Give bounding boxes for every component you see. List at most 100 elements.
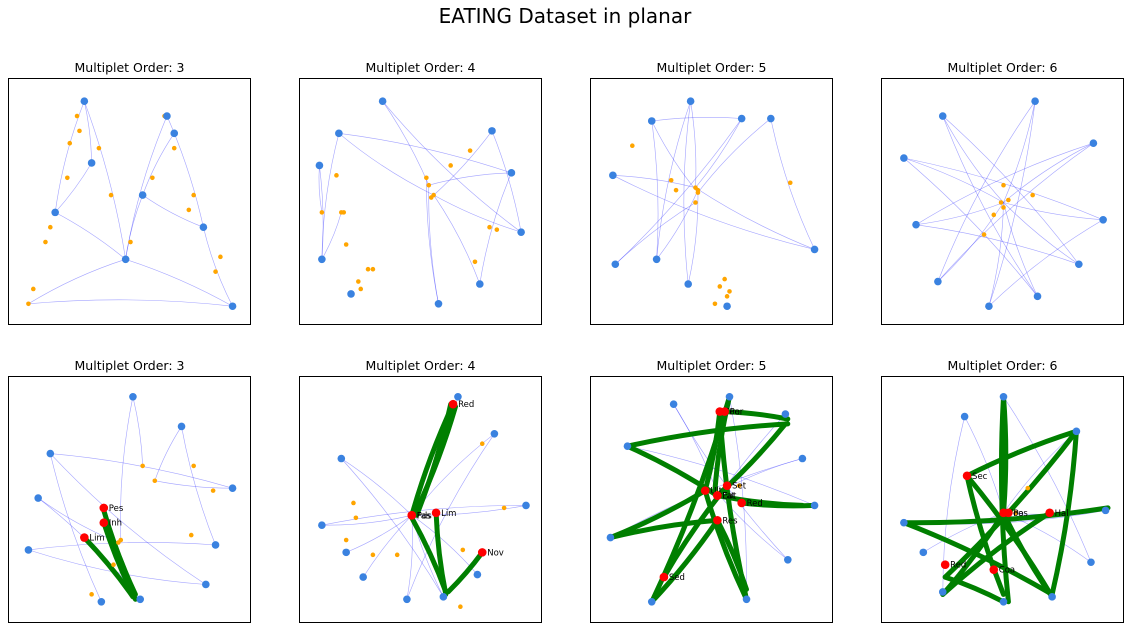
faint-edge bbox=[612, 175, 815, 250]
entity-node bbox=[647, 117, 656, 125]
entity-node bbox=[163, 112, 171, 120]
hyperedge-node bbox=[343, 242, 349, 247]
hyperedge-node bbox=[31, 286, 36, 292]
entity-node bbox=[199, 223, 208, 231]
hyperedge-node bbox=[186, 207, 192, 213]
hyperedge-node bbox=[213, 269, 218, 274]
hyperedge-node bbox=[319, 210, 325, 215]
node-label: Coa bbox=[999, 566, 1015, 576]
network-plot bbox=[900, 97, 1107, 311]
faint-edge bbox=[433, 194, 522, 233]
entity-node bbox=[121, 255, 130, 264]
hyperedge-node bbox=[1001, 182, 1006, 188]
hyperedge-node bbox=[998, 200, 1004, 205]
faint-edge bbox=[406, 515, 413, 600]
hyperedge-node bbox=[365, 266, 371, 272]
entity-node bbox=[652, 255, 661, 264]
highlight-edge bbox=[739, 500, 818, 509]
hyperedge-node bbox=[673, 187, 679, 193]
hyperedge-node bbox=[1006, 197, 1011, 203]
hyperedge-node bbox=[981, 232, 987, 237]
faint-edge bbox=[181, 426, 216, 546]
faint-edge bbox=[988, 219, 1104, 307]
faint-edge bbox=[428, 185, 439, 304]
entity-node bbox=[810, 501, 819, 510]
entity-node bbox=[490, 430, 499, 438]
subplot-title: Multiplet Order: 5 bbox=[656, 358, 767, 373]
entity-node bbox=[985, 302, 993, 311]
faint-edge bbox=[406, 433, 495, 600]
node-label: Fat bbox=[722, 492, 735, 502]
faint-edge bbox=[318, 165, 323, 213]
hyperedge-node bbox=[89, 592, 94, 597]
hyperedge-node bbox=[501, 505, 507, 511]
hyperedge-node bbox=[67, 140, 73, 146]
faint-edge bbox=[1003, 202, 1038, 297]
entity-node bbox=[960, 412, 969, 421]
highlight-node bbox=[431, 508, 441, 518]
hyperedge-node bbox=[428, 195, 434, 200]
subplot-title: Multiplet Order: 3 bbox=[74, 358, 185, 373]
highlight-node bbox=[80, 533, 89, 542]
faint-edge bbox=[942, 115, 1080, 265]
highlight-edge bbox=[964, 428, 1079, 479]
hyperedge-node bbox=[358, 286, 364, 292]
entity-node bbox=[647, 597, 656, 606]
highlight-node bbox=[477, 548, 487, 557]
subplot-title: Multiplet Order: 6 bbox=[947, 60, 1058, 75]
entity-node bbox=[900, 154, 908, 162]
subplot-frame bbox=[590, 78, 833, 325]
faint-edge bbox=[120, 396, 134, 541]
hyperedge-node bbox=[1025, 485, 1031, 491]
entity-node bbox=[80, 97, 89, 106]
highlight-node bbox=[1004, 508, 1013, 518]
faint-edge bbox=[55, 212, 126, 260]
faint-edge bbox=[28, 542, 216, 551]
entity-node bbox=[359, 573, 367, 581]
faint-edge bbox=[50, 453, 102, 602]
entity-node bbox=[606, 533, 615, 542]
node-label: Per bbox=[730, 408, 744, 418]
node-label: Foo bbox=[725, 408, 740, 418]
hyperedge-node bbox=[65, 175, 70, 181]
hyperedge-node bbox=[43, 239, 48, 245]
faint-edge bbox=[942, 115, 1038, 297]
faint-edge bbox=[411, 515, 478, 575]
faint-edge bbox=[988, 101, 1036, 307]
hyperedge-node bbox=[128, 239, 133, 245]
entity-node bbox=[798, 454, 807, 463]
hyperedge-node bbox=[717, 284, 723, 289]
faint-edge bbox=[84, 101, 92, 164]
entity-node bbox=[318, 521, 326, 529]
highlight-edge bbox=[942, 428, 1079, 580]
faint-edge bbox=[942, 416, 965, 592]
faint-edge bbox=[915, 202, 1004, 225]
entity-node bbox=[1048, 593, 1056, 601]
node-label: Foo bbox=[1009, 509, 1024, 519]
faint-edge bbox=[346, 515, 412, 553]
faint-edge bbox=[321, 133, 340, 260]
figure-title: EATING Dataset in planar bbox=[438, 4, 692, 28]
hyperedge-node bbox=[668, 177, 674, 183]
hyperedge-node bbox=[426, 182, 432, 188]
subplot-frame: FooPerSetUltFatEatRedResSed bbox=[590, 376, 833, 623]
hyperedge-node bbox=[712, 301, 718, 307]
node-label: Red bbox=[950, 561, 966, 571]
hyperedge-node bbox=[343, 537, 349, 543]
highlight-edge bbox=[940, 510, 1053, 597]
hyperedge-node bbox=[394, 552, 400, 558]
entity-node bbox=[177, 422, 186, 431]
highlight-edge bbox=[901, 520, 1055, 597]
hyperedge-node bbox=[630, 143, 635, 148]
faint-edge bbox=[338, 133, 434, 196]
entity-node bbox=[1101, 506, 1110, 515]
subplot-title: Multiplet Order: 3 bbox=[74, 60, 185, 75]
entity-node bbox=[767, 114, 775, 123]
node-label: Res bbox=[722, 516, 738, 526]
entity-node bbox=[136, 595, 145, 604]
hyperedge-node bbox=[77, 128, 82, 134]
hyperedge-node bbox=[111, 562, 116, 568]
entity-node bbox=[318, 255, 326, 264]
hyperedge-node bbox=[472, 259, 478, 265]
hyperedge-node bbox=[152, 478, 158, 484]
